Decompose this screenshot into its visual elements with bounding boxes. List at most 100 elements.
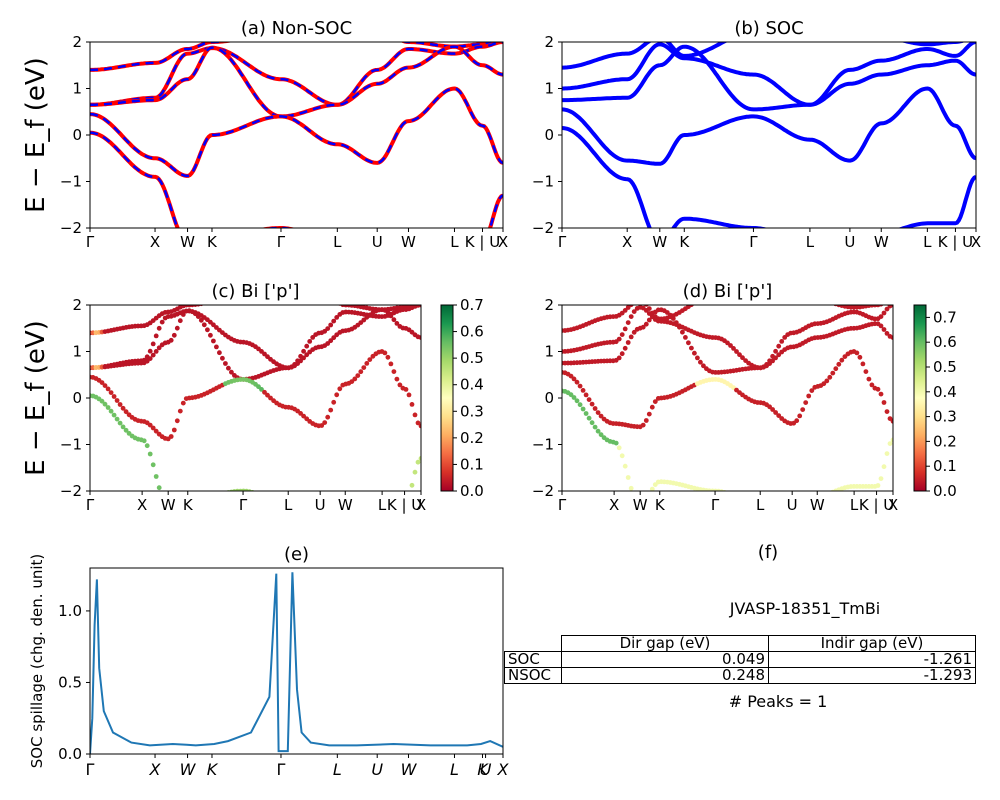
band-point (201, 322, 207, 328)
y-tick-label: −1 (60, 436, 82, 454)
band-point (111, 394, 117, 399)
band-point (773, 348, 778, 354)
band-point (776, 343, 782, 349)
spillage-line (90, 572, 503, 754)
colorbar-tick-label: 0.1 (460, 455, 484, 473)
panel-title-a: (a) Non-SOC (241, 18, 352, 39)
x-tick-label: W (874, 233, 889, 251)
band-point (144, 443, 150, 449)
axes-frame-b (561, 41, 977, 229)
band-line-nonsoc (90, 44, 503, 119)
band-point (217, 492, 222, 497)
band-point (728, 492, 733, 497)
band-point (568, 392, 574, 398)
band-point (616, 336, 622, 342)
band-point (728, 343, 733, 348)
band-point (667, 312, 673, 318)
dir-gap-header: Dir gap (eV) (561, 635, 769, 652)
band-point (860, 361, 866, 367)
band-point (195, 314, 201, 319)
band-point (265, 392, 270, 398)
band-point (857, 354, 863, 360)
x-tick-label: W (652, 233, 667, 251)
x-tick-label: L (333, 760, 342, 779)
colorbar-tick-label: 0.1 (933, 457, 957, 475)
band-point (220, 355, 225, 361)
band-point (782, 335, 788, 340)
colorbar-tick-label: 0.5 (460, 349, 484, 367)
band-point (628, 334, 634, 340)
band-point (619, 453, 625, 459)
band-point (328, 407, 334, 413)
band-point (358, 369, 364, 375)
x-tick-label: K | U (465, 233, 500, 251)
band-point (878, 323, 884, 329)
band-point (385, 310, 391, 315)
band-point (262, 389, 267, 395)
band-point (307, 339, 313, 344)
band-point (196, 305, 201, 307)
band-point (589, 420, 595, 426)
band-point (105, 386, 111, 392)
band-point (878, 391, 884, 397)
nsoc-indir-gap: -1.293 (768, 667, 976, 684)
x-tick-label: X (416, 496, 426, 514)
band-line-soc (562, 44, 976, 112)
band-point (806, 393, 812, 399)
band-point (631, 329, 637, 335)
band-point (574, 379, 580, 385)
band-point (418, 423, 421, 429)
gap-table-header-row: Dir gap (eV) Indir gap (eV) (505, 635, 976, 652)
band-point (574, 398, 580, 404)
band-point (361, 365, 367, 370)
band-point (388, 361, 394, 367)
band-point (689, 305, 694, 308)
x-tick-label: X (137, 496, 147, 514)
band-point (211, 338, 216, 344)
band-point (824, 492, 829, 497)
band-point (670, 316, 676, 321)
y-tick-label: 1 (544, 80, 554, 98)
band-point (99, 398, 105, 404)
band-point (692, 350, 697, 356)
band-point (881, 327, 887, 332)
band-point (352, 376, 358, 382)
band-line-nonsoc-dashed (90, 87, 503, 178)
band-point (334, 299, 339, 304)
band-point (881, 400, 887, 405)
x-tick-label: L (378, 496, 387, 514)
colorbar-tick-label: 0.5 (933, 358, 957, 376)
band-point (773, 410, 778, 415)
band-point (168, 337, 174, 343)
peaks-label: # Peaks = 1 (729, 692, 828, 711)
x-tick-label: W (338, 496, 353, 514)
band-point (406, 392, 412, 398)
band-point (214, 344, 219, 350)
band-point (828, 490, 831, 491)
colorbar-tick-label: 0.4 (460, 376, 484, 394)
band-point (102, 401, 108, 407)
band-point (168, 434, 174, 439)
band-point (325, 414, 331, 420)
colorbar-tick-label: 0.7 (460, 296, 484, 314)
band-point (111, 412, 117, 418)
band-point (256, 492, 261, 497)
band-point (776, 413, 782, 418)
x-tick-label: X (622, 233, 632, 251)
band-point (794, 418, 800, 424)
axes-frame-a (89, 41, 504, 229)
band-point (415, 459, 421, 465)
nsoc-dir-gap: 0.248 (561, 667, 769, 684)
x-tick-label: U (372, 233, 383, 251)
band-point (571, 395, 577, 400)
x-tick-label: K | U (938, 233, 973, 251)
band-point (568, 373, 574, 379)
gap-table-row: SOC 0.049 -1.261 (504, 651, 976, 668)
band-line-soc (562, 42, 966, 70)
band-point (150, 352, 156, 358)
band-point (253, 491, 258, 496)
band-line-soc (562, 86, 976, 166)
band-point (737, 352, 742, 358)
colorbar-tick-label: 0.0 (933, 482, 957, 500)
